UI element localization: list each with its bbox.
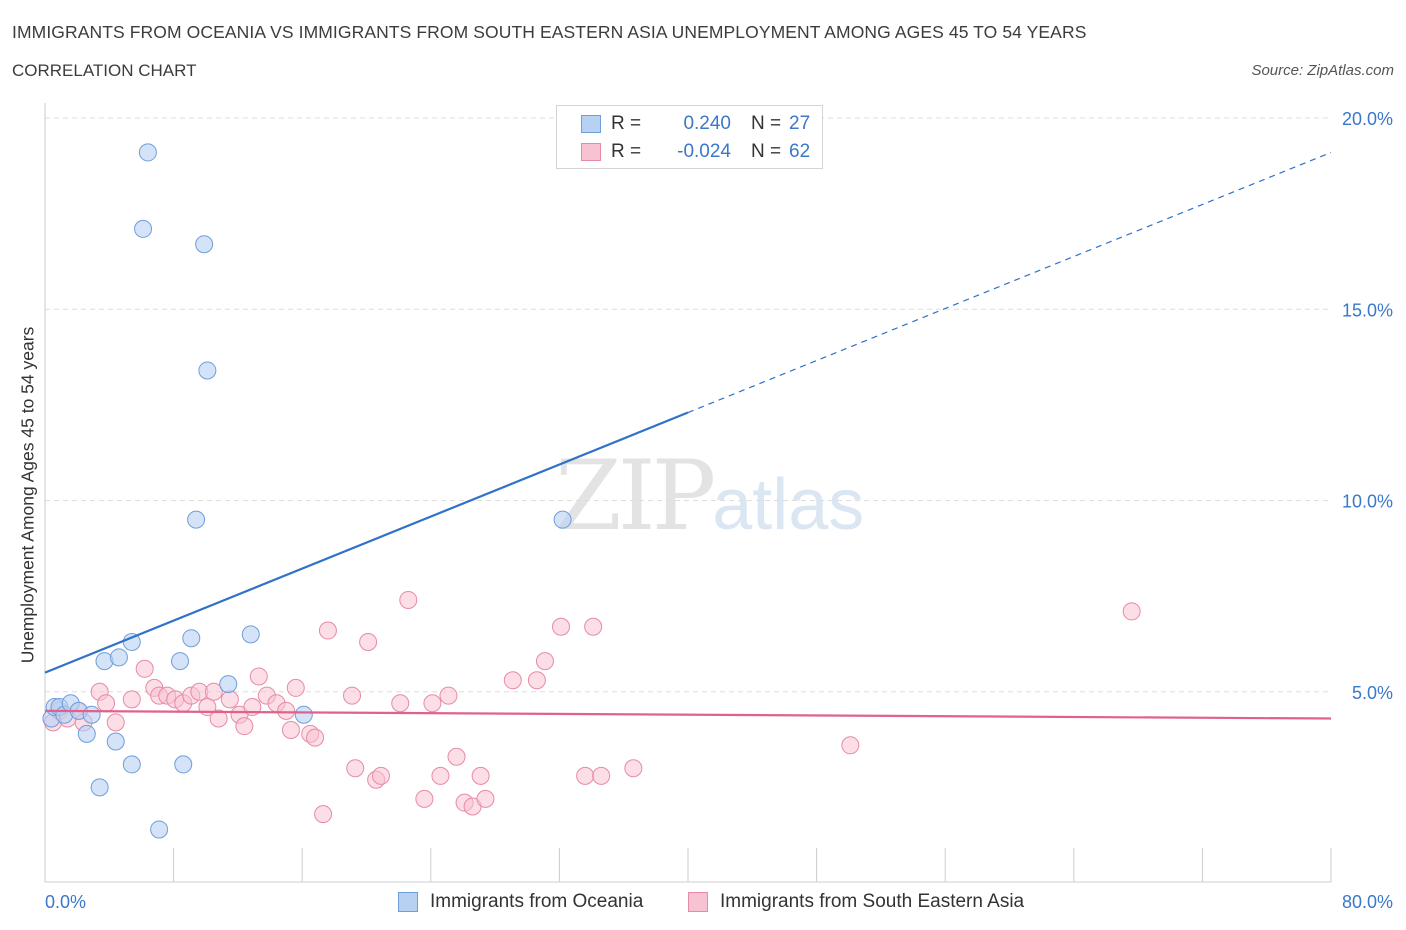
point-sea [346,759,365,778]
point-sea [447,747,466,766]
point-sea [204,682,223,701]
point-sea [423,694,442,713]
legend-r-label: R = [611,113,642,134]
legend-n-value-sea: 62 [789,141,811,162]
point-sea [576,766,595,785]
point-sea [281,721,300,739]
point-sea [535,652,554,671]
watermark-zip: ZIP [555,440,716,552]
point-sea [503,671,522,690]
point-oceania [553,510,572,529]
point-sea [371,766,390,785]
point-sea [249,667,268,686]
point-sea [439,686,458,705]
point-sea [415,789,434,808]
point-sea [399,590,418,609]
chart-title: IMMIGRANTS FROM OCEANIA VS IMMIGRANTS FR… [12,22,1087,42]
legend-n-label: N = [751,141,782,162]
trendline-oceania-extension [687,151,1332,414]
point-oceania [90,778,109,797]
point-sea [431,766,450,785]
legend-n-label: N = [751,113,782,134]
legend-swatch-sea [581,143,601,161]
point-oceania [241,625,260,644]
point-sea [527,671,546,690]
legend-n-value-oceania: 27 [789,113,811,134]
point-sea [235,717,254,736]
trendline-oceania [44,411,689,674]
legend-r-value-oceania: 0.240 [683,113,731,134]
point-oceania [150,820,169,839]
y-tick-label: 20.0% [1342,109,1393,129]
point-sea [306,728,325,747]
point-sea [106,713,125,732]
legend-row-sea: R = -0.024 N = 62 [581,140,810,164]
bottom-legend-swatch-oceania [398,892,418,912]
point-sea [135,659,154,678]
point-oceania [171,652,190,671]
point-oceania [294,705,313,724]
legend-row-oceania: R = 0.240 N = 27 [581,112,810,136]
point-sea [359,633,378,652]
point-sea [1122,602,1141,621]
bottom-legend-label-sea: Immigrants from South Eastern Asia [720,891,1025,912]
point-sea [343,686,362,705]
watermark-atlas: atlas [712,465,865,545]
y-tick-label: 10.0% [1342,492,1393,512]
correlation-legend: R = 0.240 N = 27 R = -0.024 N = 62 [556,105,823,169]
point-sea [841,736,860,755]
point-oceania [77,724,96,743]
point-sea [286,678,305,697]
y-tick-label: 15.0% [1342,300,1393,320]
legend-swatch-oceania [581,115,601,133]
point-sea [318,621,337,640]
y-axis-label: Unemployment Among Ages 45 to 54 years [17,326,38,664]
point-oceania [82,705,101,724]
point-sea [277,701,296,720]
point-oceania [106,732,125,751]
x-tick-label: 0.0% [45,892,86,912]
point-oceania [122,755,141,774]
trendline-sea [44,709,1332,720]
point-oceania [182,629,201,648]
point-sea [391,694,410,713]
point-sea [592,766,611,785]
point-sea [624,759,643,778]
point-oceania [187,510,206,529]
point-oceania [195,235,214,254]
y-tick-label: 5.0% [1352,683,1393,703]
point-oceania [138,143,157,162]
point-oceania [174,755,193,774]
point-oceania [198,361,217,380]
point-sea [314,805,333,824]
bottom-legend-sea: Immigrants from South Eastern Asia [688,888,1024,916]
point-oceania [219,675,238,694]
point-sea [471,766,490,785]
legend-r-label: R = [611,141,642,162]
point-sea [552,617,571,636]
bottom-legend-label-oceania: Immigrants from Oceania [430,891,644,912]
x-tick-label: 80.0% [1342,892,1393,912]
point-oceania [109,648,128,667]
source-credit: Source: ZipAtlas.com [1251,62,1394,79]
watermark: ZIPatlas [555,440,864,552]
chart-subtitle: CORRELATION CHART [12,61,197,80]
point-sea [97,694,116,713]
point-sea [220,690,239,709]
point-sea [476,789,495,808]
legend-r-value-sea: -0.024 [677,141,731,162]
bottom-legend-swatch-sea [688,892,708,912]
bottom-legend-oceania: Immigrants from Oceania [398,888,643,916]
point-sea [209,709,228,728]
point-sea [584,617,603,636]
point-sea [122,690,141,709]
point-oceania [134,219,153,238]
